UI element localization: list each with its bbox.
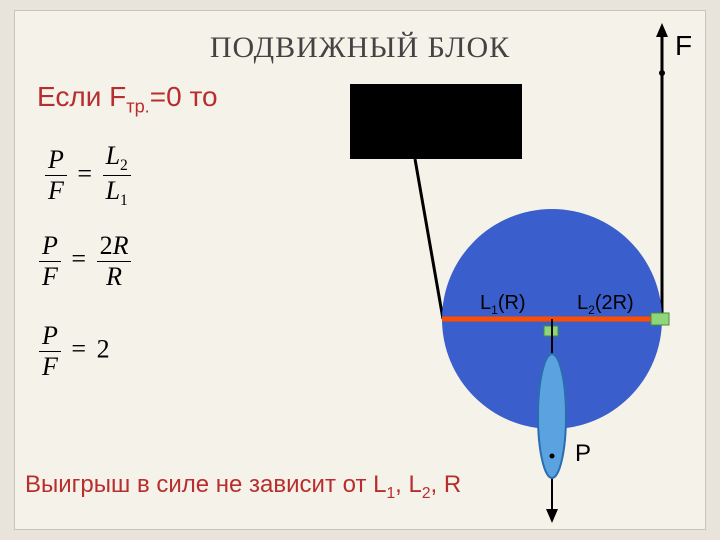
- weight-body: [538, 354, 566, 478]
- rope-left: [415, 159, 443, 319]
- force-p-dot: [550, 454, 555, 459]
- pulley-diagram: F L1(R) L2(2R) P: [15, 11, 707, 531]
- force-p-arrow: [546, 509, 558, 523]
- label-l2: L2(2R): [577, 292, 634, 317]
- force-f-dot: [659, 70, 665, 76]
- right-marker: [651, 313, 669, 325]
- force-f-arrow: [656, 23, 668, 37]
- label-f: F: [675, 30, 692, 61]
- label-l1: L1(R): [480, 292, 526, 317]
- slide-container: ПОДВИЖНЫЙ БЛОК Если Fтр.=0 то P F = L2 L…: [14, 10, 706, 530]
- label-p: P: [575, 440, 591, 467]
